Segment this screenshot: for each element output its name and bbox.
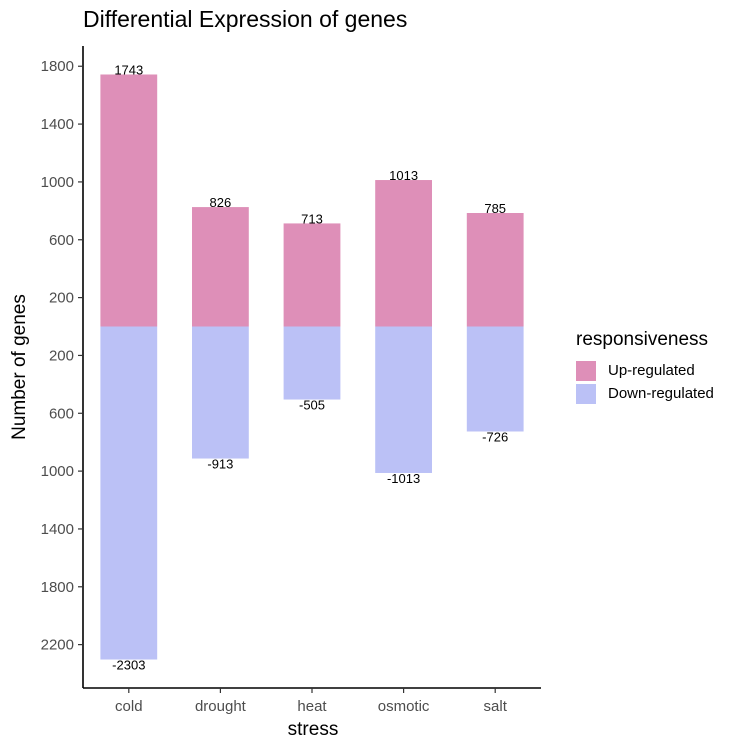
data-label-down-regulated-heat: -505 <box>299 398 325 413</box>
bar-up-regulated-drought <box>192 207 249 327</box>
bar-up-regulated-cold <box>100 74 158 327</box>
data-label-down-regulated-cold: -2303 <box>112 658 145 673</box>
y-tick-label: 1000 <box>41 174 74 191</box>
axes-layer: 1800 1400 1000 600 200 200 600 1000 1400 1800 2200… <box>41 46 541 715</box>
legend-key-up-regulated <box>576 360 596 381</box>
x-tick-label-osmotic: osmotic <box>378 698 430 715</box>
y-tick-label: 200 <box>49 290 74 307</box>
y-tick-label: 1800 <box>41 58 74 75</box>
y-tick-label: 600 <box>49 405 74 422</box>
bar-down-regulated-osmotic <box>375 326 432 473</box>
bar-up-regulated-heat <box>283 223 341 327</box>
chart-title: Differential Expression of genes <box>83 6 408 32</box>
legend-label-down-regulated: Down-regulated <box>608 385 714 402</box>
bar-down-regulated-salt <box>466 326 524 432</box>
data-labels-layer: 1743 826 713 1013 785 -2303 -913 -505 -1013 -726 <box>112 62 508 672</box>
data-label-up-regulated-heat: 713 <box>301 211 323 226</box>
data-label-up-regulated-osmotic: 1013 <box>389 168 418 183</box>
legend-item-down-regulated: Down-regulated <box>576 382 714 405</box>
bar-down-regulated-cold <box>100 326 158 660</box>
legend-item-up-regulated: Up-regulated <box>576 359 714 382</box>
legend: responsiveness Up-regulated Down-regulat… <box>576 329 714 405</box>
data-label-up-regulated-cold: 1743 <box>114 62 143 77</box>
x-tick-label-drought: drought <box>195 698 247 715</box>
x-tick-label-salt: salt <box>484 698 508 715</box>
x-axis-title: stress <box>288 719 339 740</box>
data-label-down-regulated-osmotic: -1013 <box>387 471 420 486</box>
y-tick-label: 1800 <box>41 579 74 596</box>
bar-up-regulated-salt <box>466 213 524 327</box>
x-tick-label-heat: heat <box>297 698 327 715</box>
y-axis-title: Number of genes <box>9 294 30 440</box>
y-tick-label: 1400 <box>41 521 74 538</box>
data-label-up-regulated-drought: 826 <box>210 195 232 210</box>
data-label-down-regulated-salt: -726 <box>482 429 508 444</box>
bar-down-regulated-drought <box>192 326 249 459</box>
legend-label-up-regulated: Up-regulated <box>608 362 695 379</box>
legend-title: responsiveness <box>576 329 709 350</box>
data-label-up-regulated-salt: 785 <box>484 201 506 216</box>
y-tick-label: 600 <box>49 232 74 249</box>
bars-layer <box>100 74 524 660</box>
y-tick-label: 1000 <box>41 463 74 480</box>
legend-key-down-regulated <box>576 383 596 404</box>
y-tick-label: 200 <box>49 347 74 364</box>
x-tick-label-cold: cold <box>115 698 143 715</box>
y-tick-label: 1400 <box>41 116 74 133</box>
y-tick-label: 2200 <box>41 637 74 654</box>
bar-down-regulated-heat <box>283 326 341 400</box>
bar-up-regulated-osmotic <box>375 180 432 327</box>
data-label-down-regulated-drought: -913 <box>207 457 233 472</box>
